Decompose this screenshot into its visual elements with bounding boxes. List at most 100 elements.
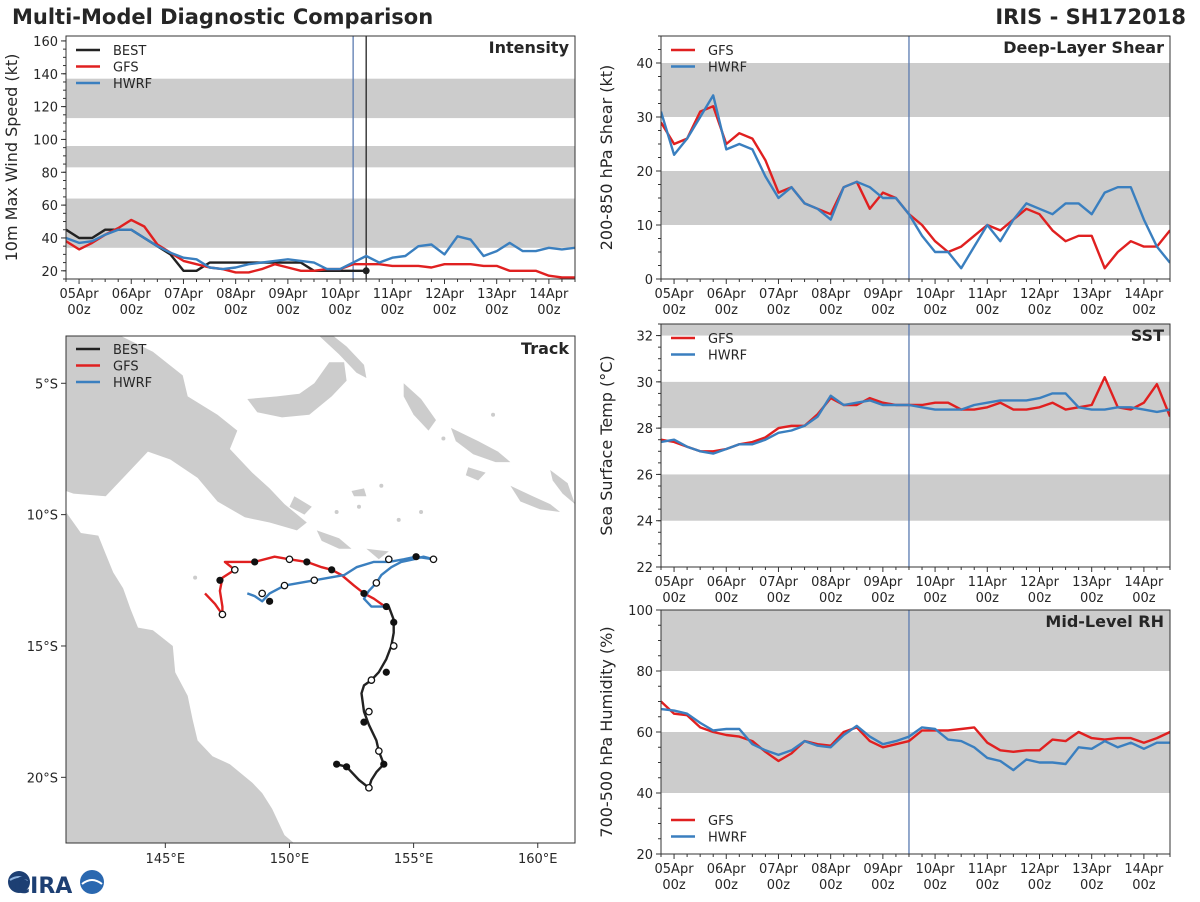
intensity-series-gfs: [66, 218, 575, 279]
rh-legend-label-gfs: GFS: [708, 814, 734, 829]
track-point-best: [390, 618, 398, 626]
track-xtick-label: 160°E: [518, 852, 558, 867]
sst-series-hwrf: [661, 392, 1170, 455]
sst-chart: 22242628303205Apr00z06Apr00z07Apr00z08Ap…: [597, 323, 1171, 606]
rh-ylabel: 700-500 hPa Humidity (%): [597, 626, 616, 837]
shear-series-gfs: [661, 104, 1170, 270]
track-point-hwrf: [258, 589, 267, 598]
sst-band-2: [661, 324, 1170, 336]
intensity-xtick-label: 00z: [67, 303, 91, 318]
track-frame: [65, 335, 576, 844]
rh-xtick-label: 07Apr: [759, 862, 799, 877]
sst-xtick-label: 00z: [1132, 591, 1156, 606]
track-point-best: [360, 718, 368, 726]
rh-band-0: [661, 732, 1170, 793]
intensity-series-hwrf: [66, 228, 575, 271]
rh-xtick-label: 08Apr: [811, 862, 851, 877]
intensity-xtick-label: 09Apr: [268, 287, 308, 302]
land-mass-0: [66, 512, 294, 843]
sst-legend-label-gfs: GFS: [708, 332, 734, 347]
shear-series-hwrf: [661, 94, 1170, 270]
intensity-xtick-label: 12Apr: [425, 287, 465, 302]
intensity-legend-label-best: BEST: [113, 44, 146, 59]
shear-xtick-label: 14Apr: [1124, 287, 1164, 302]
track-map: 145°E 150°E 155°E 160°E 5°S 10°S 15°S 20°S Track…: [27, 335, 576, 867]
shear-title: Deep-Layer Shear: [1003, 38, 1164, 57]
sst-xtick-label: 00z: [662, 591, 686, 606]
sst-xtick-label: 00z: [976, 591, 1000, 606]
shear-band-1: [661, 63, 1170, 117]
track-point-hwrf: [372, 579, 381, 587]
shear-xtick-label: 05Apr: [655, 287, 695, 302]
intensity-ytick-label: 60: [41, 199, 58, 214]
rh-xtick-label: 00z: [976, 878, 1000, 893]
intensity-xtick-label: 11Apr: [373, 287, 413, 302]
land-mass-2: [247, 362, 347, 418]
intensity-band-2: [66, 78, 575, 119]
track-point-hwrf: [310, 576, 319, 585]
sst-xtick-label: 00z: [1080, 591, 1104, 606]
shear-xtick-label: 00z: [976, 303, 1000, 318]
sst-plot-area: [661, 324, 1170, 567]
shear-xtick-label: 08Apr: [811, 287, 851, 302]
rh-xtick-label: 06Apr: [707, 862, 747, 877]
track-point-gfs: [285, 555, 294, 564]
islet-5: [356, 504, 361, 509]
sst-xtick-label: 00z: [1028, 591, 1052, 606]
shear-legend-label-gfs: GFS: [708, 44, 734, 59]
sst-xtick-label: 12Apr: [1020, 575, 1060, 590]
sst-xtick-label: 07Apr: [759, 575, 799, 590]
intensity-title: Intensity: [489, 38, 570, 57]
land-mass-1: [66, 336, 307, 531]
rh-xtick-label: 00z: [1080, 878, 1104, 893]
track-point-hwrf: [266, 597, 274, 605]
track-title: Track: [521, 339, 569, 358]
intensity-xtick-label: 08Apr: [216, 287, 256, 302]
rh-ytick-label: 80: [636, 665, 653, 680]
shear-legend-label-hwrf: HWRF: [708, 61, 747, 76]
intensity-xtick-label: 14Apr: [529, 287, 569, 302]
shear-xtick-label: 00z: [1028, 303, 1052, 318]
track-legend-label-hwrf: HWRF: [113, 376, 152, 391]
shear-xtick-label: 00z: [1132, 303, 1156, 318]
intensity-ytick-label: 120: [33, 101, 58, 116]
track-series-best: [336, 606, 395, 789]
intensity-xtick-label: 00z: [276, 303, 300, 318]
shear-ytick-label: 10: [636, 219, 653, 234]
shear-xtick-label: 00z: [715, 303, 739, 318]
rh-ytick-label: 40: [636, 787, 653, 802]
track-legend-label-gfs: GFS: [113, 360, 139, 375]
track-point-hwrf: [412, 553, 420, 561]
intensity-xtick-label: 00z: [485, 303, 509, 318]
sst-ytick-label: 30: [636, 376, 653, 391]
land-mass-7: [510, 485, 561, 512]
intensity-ytick-label: 80: [41, 166, 58, 181]
track-point-gfs: [328, 566, 336, 574]
globe-icon: [8, 871, 30, 893]
sst-xtick-label: 00z: [819, 591, 843, 606]
sst-xtick-label: 14Apr: [1124, 575, 1164, 590]
shear-band-0: [661, 171, 1170, 225]
shear-xtick-label: 00z: [871, 303, 895, 318]
intensity-band-0: [66, 198, 575, 248]
sst-band-0: [661, 474, 1170, 521]
track-xtick-label: 150°E: [270, 852, 310, 867]
track-point-gfs: [303, 558, 311, 566]
land-mass-3: [319, 336, 367, 378]
sst-xtick-label: 00z: [923, 591, 947, 606]
sst-ytick-label: 26: [636, 468, 653, 483]
islet-2: [334, 510, 339, 515]
land-mass-12: [351, 488, 367, 497]
shear-xtick-label: 00z: [662, 303, 686, 318]
rh-band-1: [661, 610, 1170, 671]
intensity-legend-label-hwrf: HWRF: [113, 77, 152, 92]
intensity-ytick-label: 100: [33, 133, 58, 148]
shear-xtick-label: 07Apr: [759, 287, 799, 302]
intensity-xtick-label: 00z: [381, 303, 405, 318]
storm-name: IRIS - SH172018: [995, 5, 1186, 29]
shear-xtick-label: 09Apr: [863, 287, 903, 302]
sst-frame: [660, 323, 1171, 568]
rh-xtick-label: 00z: [1132, 878, 1156, 893]
intensity-band-1: [66, 146, 575, 168]
